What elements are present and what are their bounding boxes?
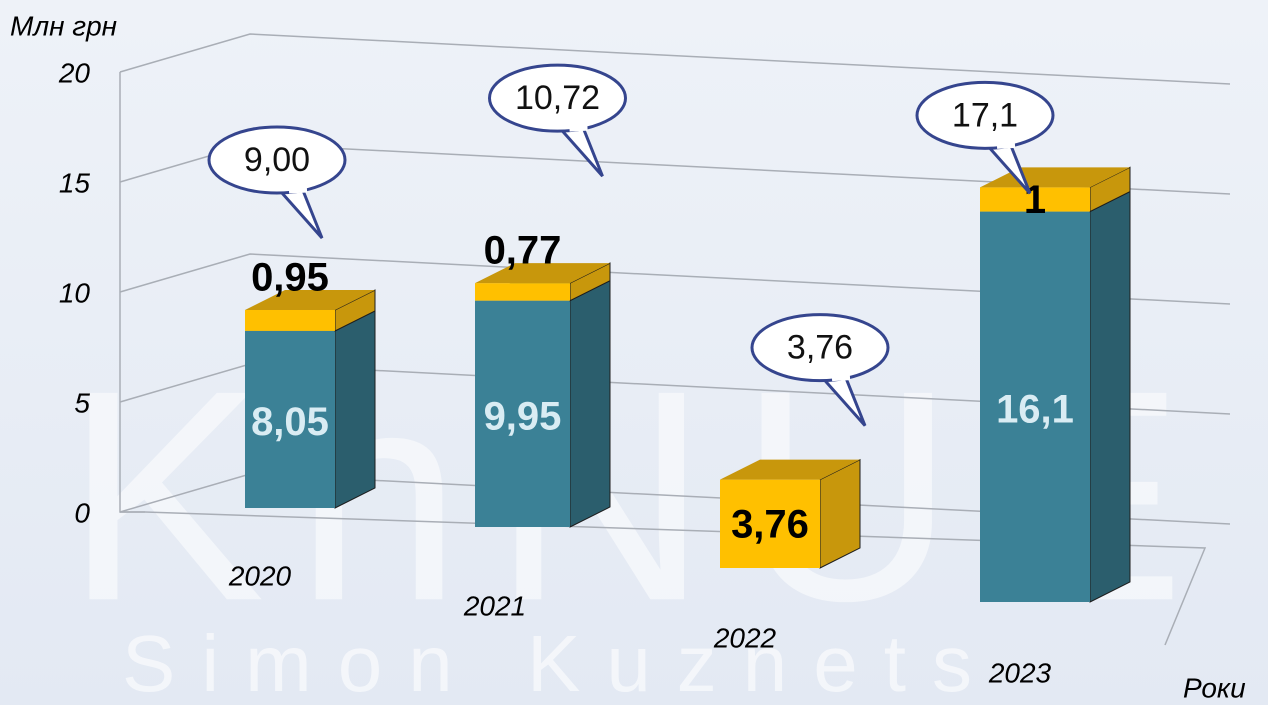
bar-side [1089,190,1131,603]
grid-line [119,33,1231,85]
bar-segment [980,187,1090,212]
bar-side [334,310,376,509]
data-label: 9,95 [484,394,562,438]
x-tick-label: 2020 [228,560,292,591]
y-tick-label: 20 [58,57,91,88]
callout [488,63,627,133]
callout [988,142,1032,195]
bar-segment [245,330,335,508]
callout [831,375,851,382]
bar-side [569,279,611,528]
x-tick-label: 2022 [713,622,777,653]
callout [996,142,1016,149]
grid-line [119,253,1231,305]
total-label: 10,72 [515,79,600,117]
bar-segment [720,479,820,568]
y-tick-label: 0 [74,497,90,528]
bar-segment [475,300,570,527]
bar-segment [475,283,570,301]
bar-top [475,263,610,284]
callout [915,80,1055,150]
callout [750,313,890,383]
y-tick-label: 5 [74,387,90,418]
y-tick-label: 15 [59,167,91,198]
data-label: 3,76 [731,502,809,546]
y-tick-label: 10 [59,277,91,308]
total-label: 9,00 [244,141,310,179]
callout [561,125,604,178]
callout [569,125,588,132]
total-label: 3,76 [787,329,853,367]
bar-segment [245,310,335,331]
total-label: 17,1 [952,96,1018,134]
bar-top [720,459,860,480]
data-label: 0,77 [484,229,562,273]
bar-top [245,290,375,310]
callout [280,187,324,239]
watermark: Simon Kuznets [122,619,998,705]
data-label: 8,05 [251,400,329,444]
callout [288,187,308,194]
y-axis-label: Млн грн [10,10,117,41]
callout [823,375,867,427]
x-axis-label: Роки [1183,672,1246,703]
x-tick-label: 2021 [463,590,526,621]
data-label: 16,1 [996,387,1074,431]
bar-segment [980,211,1090,602]
callout [207,125,347,195]
data-label: 0,95 [251,256,329,300]
x-tick-label: 2023 [988,657,1052,688]
